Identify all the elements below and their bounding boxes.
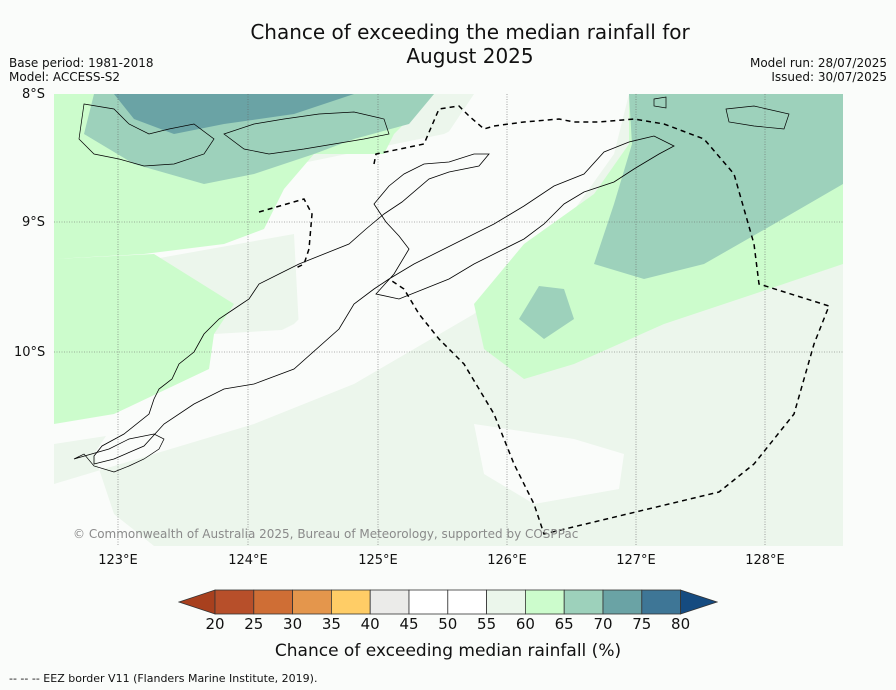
band-50-55-south — [474, 424, 624, 504]
colorbar-segment — [641, 589, 681, 615]
copyright-notice: © Commonwealth of Australia 2025, Bureau… — [73, 527, 579, 541]
colorbar-tick-label: 50 — [438, 615, 458, 633]
colorbar-tick-label: 55 — [477, 615, 497, 633]
meta-right: Model run: 28/07/2025 Issued: 30/07/2025 — [750, 56, 887, 84]
band-50-55-core — [54, 94, 629, 546]
island-wetar-outline — [725, 105, 790, 130]
lon-label-124e: 124°E — [228, 553, 268, 568]
colorbar-segment — [486, 589, 526, 615]
map-title: Chance of exceeding the median rainfall … — [200, 20, 740, 68]
base-period: Base period: 1981-2018 — [9, 56, 154, 70]
colorbar-segment — [447, 589, 487, 615]
band-65-70-ne — [594, 94, 843, 279]
band-70-75-nw — [114, 94, 354, 134]
colorbar-segment — [214, 589, 255, 615]
colorbar-segment — [292, 589, 332, 615]
eez-footnote: -- -- -- EEZ border V11 (Flanders Marine… — [9, 672, 318, 685]
band-60-65-west — [54, 94, 434, 424]
lat-label-10s: 10°S — [14, 345, 46, 360]
lon-label-126e: 126°E — [487, 553, 527, 568]
colorbar-tick-label: 45 — [399, 615, 419, 633]
colorbar-segment — [408, 589, 449, 615]
colorbar-tick-label: 75 — [632, 615, 652, 633]
model-name: Model: ACCESS-S2 — [9, 70, 121, 84]
island-sw-outline — [73, 433, 165, 473]
lat-label-9s: 9°S — [22, 215, 46, 230]
lon-label-125e: 125°E — [358, 553, 398, 568]
colorbar-segment — [563, 589, 604, 615]
colorbar-tick-label: 20 — [205, 615, 225, 633]
island-north-outline — [223, 111, 390, 155]
colorbar-tick-label: 35 — [321, 615, 341, 633]
colorbar-tick-label: 65 — [554, 615, 574, 633]
colorbar-label: Chance of exceeding median rainfall (%) — [274, 641, 622, 661]
colorbar — [178, 589, 718, 615]
colorbar-segment — [602, 589, 643, 615]
meta-left: Base period: 1981-2018 Model: ACCESS-S2 — [9, 56, 154, 84]
lon-label-127e: 127°E — [616, 553, 656, 568]
colorbar-segment — [330, 589, 371, 615]
title-line-1: Chance of exceeding the median rainfall … — [250, 20, 690, 44]
colorbar-cap-low — [178, 589, 216, 615]
colorbar-segment — [524, 589, 565, 615]
colorbar-tick-label: 40 — [360, 615, 380, 633]
lon-label-128e: 128°E — [745, 553, 785, 568]
timor-coastline — [93, 135, 675, 465]
colorbar-tick-label: 60 — [515, 615, 535, 633]
title-line-2: August 2025 — [406, 44, 534, 68]
colorbar-tick-label: 70 — [593, 615, 613, 633]
colorbar-tick-label: 25 — [244, 615, 264, 633]
colorbar-cap-high — [680, 589, 718, 615]
lon-label-123e: 123°E — [98, 553, 138, 568]
model-run: Model run: 28/07/2025 — [749, 56, 887, 70]
gridlines — [54, 94, 843, 546]
issued-date: Issued: 30/07/2025 — [771, 70, 887, 84]
lat-label-8s: 8°S — [22, 87, 46, 102]
rainfall-map — [54, 94, 843, 546]
island-small-outline — [653, 96, 667, 109]
colorbar-segment — [253, 589, 294, 615]
colorbar-tick-label: 30 — [283, 615, 303, 633]
band-65-70-spot — [519, 286, 574, 339]
island-alor-outline — [78, 103, 215, 167]
colorbar-segment — [369, 589, 410, 615]
colorbar-tick-label: 80 — [671, 615, 691, 633]
eez-border — [258, 105, 830, 535]
colorbar-segments — [178, 589, 718, 615]
